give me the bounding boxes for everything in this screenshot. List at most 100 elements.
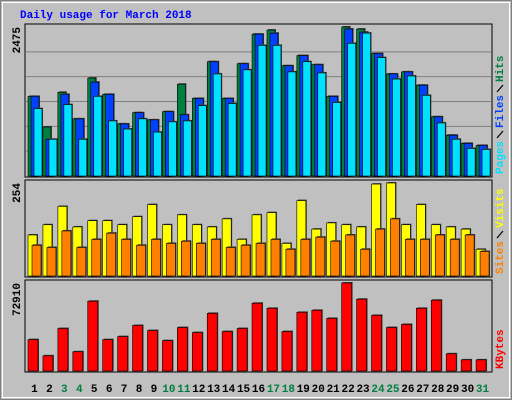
bar — [300, 239, 311, 277]
bar — [162, 340, 173, 372]
bar — [191, 332, 203, 372]
bar — [147, 330, 158, 372]
bar — [108, 120, 117, 177]
x-tick-label: 7 — [121, 384, 128, 396]
bar — [315, 236, 326, 277]
x-tick-label: 23 — [356, 384, 370, 396]
bar — [93, 96, 103, 177]
x-tick-label: 2 — [46, 384, 53, 396]
x-tick-label: 14 — [222, 384, 236, 396]
x-tick-label: 15 — [237, 384, 251, 396]
bar — [464, 234, 475, 277]
bar — [296, 312, 308, 372]
bar — [266, 307, 278, 372]
bar — [151, 239, 161, 277]
bar — [227, 103, 237, 177]
x-tick-label: 9 — [151, 384, 158, 396]
legend-label: Pages — [495, 141, 507, 174]
chart-title: Daily usage for March 2018 — [20, 10, 192, 22]
bar — [136, 244, 146, 277]
bar — [386, 327, 397, 372]
bar — [445, 353, 457, 372]
bar — [272, 45, 282, 177]
bar — [61, 230, 72, 277]
bar — [102, 339, 113, 372]
y-tick-label: 254 — [12, 183, 24, 203]
bar — [302, 61, 312, 177]
x-tick-label: 10 — [162, 384, 175, 396]
bar — [76, 247, 87, 277]
bar — [195, 243, 206, 277]
bar — [326, 318, 338, 372]
bar — [317, 72, 327, 177]
bar — [362, 32, 371, 177]
legend-label: Hits — [495, 56, 507, 82]
x-tick-label: 5 — [91, 384, 98, 396]
bar — [166, 243, 176, 277]
x-tick-label: 13 — [207, 384, 221, 396]
bar — [181, 240, 191, 277]
bar — [479, 251, 490, 277]
bar — [63, 104, 73, 177]
legend-separator — [496, 84, 504, 93]
bar — [345, 234, 355, 277]
bar — [72, 351, 84, 372]
bar — [236, 328, 248, 372]
y-tick-label: 72910 — [12, 283, 24, 316]
bar — [356, 298, 367, 372]
bar — [183, 120, 192, 177]
bar — [407, 75, 416, 177]
bar — [311, 310, 323, 372]
bar — [106, 232, 116, 277]
x-tick-label: 27 — [416, 384, 429, 396]
x-tick-label: 21 — [327, 384, 341, 396]
bar — [48, 138, 58, 177]
x-tick-label: 26 — [401, 384, 414, 396]
legend-separator — [496, 230, 504, 239]
bar — [405, 239, 415, 277]
bar — [287, 71, 297, 177]
x-tick-label: 31 — [476, 384, 490, 396]
x-tick-label: 25 — [386, 384, 400, 396]
x-tick-label: 16 — [252, 384, 265, 396]
x-tick-label: 17 — [267, 384, 280, 396]
bar — [434, 234, 445, 277]
bar — [330, 240, 341, 277]
y-tick-label: 2475 — [12, 27, 24, 54]
legend-label: KBytes — [495, 329, 507, 369]
bar — [401, 324, 412, 372]
bar — [78, 138, 88, 177]
bar — [206, 313, 218, 372]
x-tick-label: 8 — [136, 384, 143, 396]
bar — [117, 336, 128, 372]
bar — [225, 247, 236, 277]
bar — [121, 239, 131, 277]
legend-label: Sites — [495, 241, 507, 274]
bar — [31, 244, 42, 277]
legend-label: Files — [495, 95, 507, 128]
bar — [371, 315, 382, 372]
bar — [281, 331, 293, 372]
bar — [332, 102, 342, 177]
bar — [221, 331, 233, 372]
bar — [153, 131, 162, 177]
bar — [42, 355, 54, 372]
bar — [390, 218, 400, 277]
x-tick-label: 18 — [282, 384, 296, 396]
bar — [285, 248, 296, 277]
bar — [375, 228, 385, 277]
bar — [177, 327, 188, 372]
x-tick-label: 3 — [61, 384, 68, 396]
x-tick-label: 29 — [446, 384, 459, 396]
bar — [46, 247, 57, 277]
bar — [420, 239, 430, 277]
bar — [251, 302, 263, 372]
bar — [416, 307, 427, 372]
bar — [132, 325, 143, 372]
legend-separator — [496, 130, 504, 139]
x-tick-label: 20 — [312, 384, 325, 396]
bar — [168, 121, 177, 177]
bar — [257, 45, 267, 177]
